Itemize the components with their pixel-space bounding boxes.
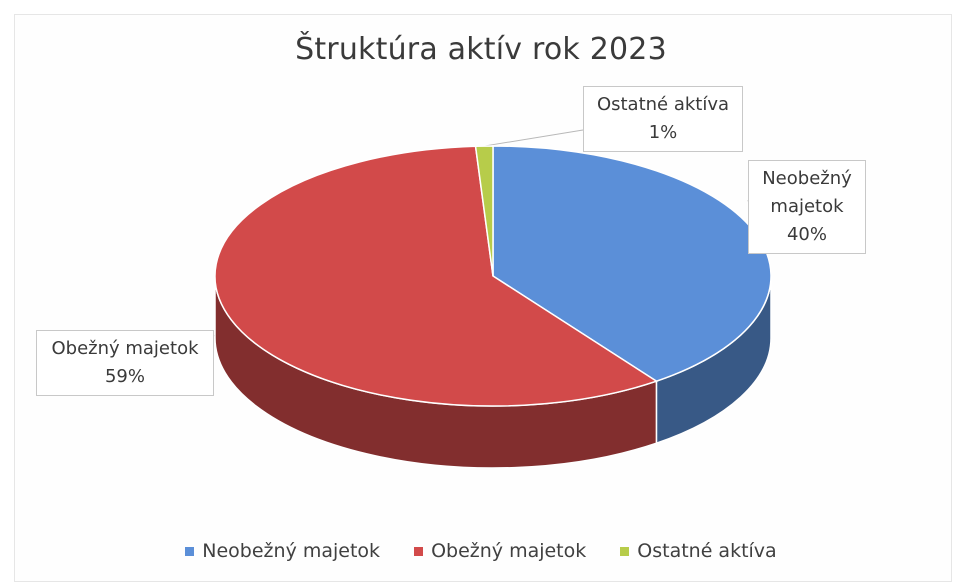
data-label-ostatne-aktiva: Ostatné aktíva 1% [583,86,743,152]
data-label-name: Neobežný [762,168,852,189]
data-label-name: majetok [770,196,844,217]
data-label-name: Ostatné aktíva [596,94,730,115]
legend-swatch [620,546,630,556]
legend-item-obezny-majetok: Obežný majetok [414,540,586,562]
legend-label: Neobežný majetok [202,540,381,562]
pie-slice-2 [474,145,494,277]
legend-label: Ostatné aktíva [637,540,777,562]
chart-legend: Neobežný majetok Obežný majetok Ostatné … [0,540,962,562]
data-label-obezny-majetok: Obežný majetok 59% [36,330,214,396]
legend-item-neobezny-majetok: Neobežný majetok [185,540,380,562]
data-label-value: 59% [104,366,145,387]
pie-slice-1 [214,145,659,407]
chart-title: Štruktúra aktív rok 2023 [295,32,667,67]
data-label-name: Obežný majetok [51,338,199,359]
legend-swatch [414,546,424,556]
data-label-value: 1% [648,122,678,143]
legend-label: Obežný majetok [431,540,587,562]
legend-item-ostatne-aktiva: Ostatné aktíva [620,540,777,562]
legend-swatch [185,546,195,556]
leader-line-2 [484,129,584,147]
data-label-neobezny-majetok: Neobežný majetok 40% [748,160,866,254]
data-label-value: 40% [786,224,827,245]
